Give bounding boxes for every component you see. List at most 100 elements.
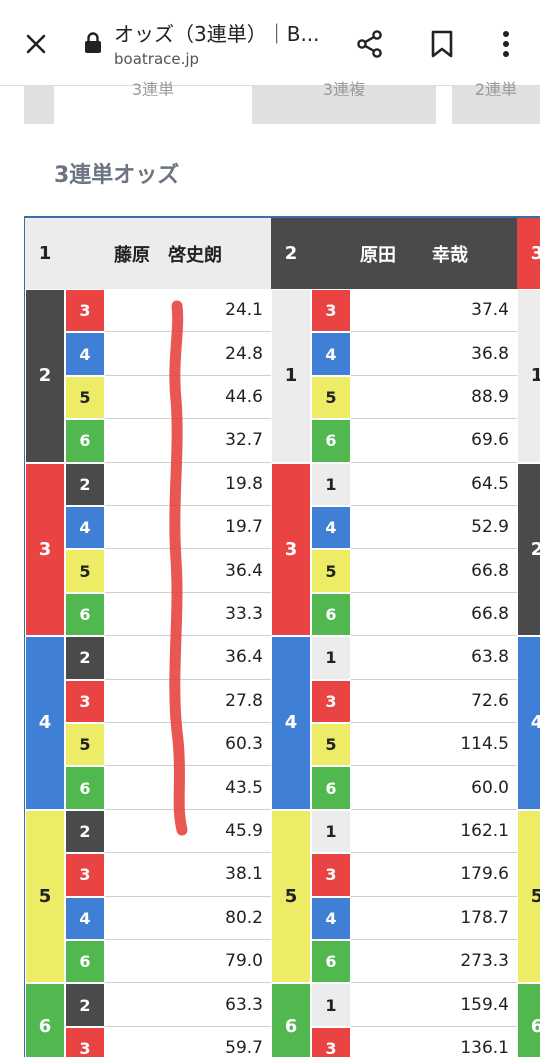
- third-place-cell: 3: [65, 853, 105, 897]
- odds-cell[interactable]: 19.8: [105, 462, 271, 506]
- third-place-cell: 6: [311, 766, 351, 810]
- third-place-cell: 6: [65, 592, 105, 637]
- odds-cell[interactable]: 43.5: [105, 766, 271, 810]
- third-place-cell: 6: [311, 592, 351, 637]
- odds-cell[interactable]: 63.3: [105, 983, 271, 1027]
- odds-cell[interactable]: 114.5: [351, 723, 517, 767]
- page-url[interactable]: boatrace.jp: [114, 50, 200, 68]
- third-place-cell: 3: [311, 1026, 351, 1057]
- third-place-cell: 6: [65, 940, 105, 984]
- odds-cell[interactable]: 37.4: [351, 289, 517, 333]
- racer-name: 藤原 啓史朗: [114, 244, 222, 266]
- third-place-cell: 1: [311, 809, 351, 854]
- odds-cell[interactable]: 36.4: [105, 549, 271, 593]
- odds-cell[interactable]: 273.3: [351, 940, 517, 984]
- odds-table: 1 藤原 啓史朗 2 3 24.1 4 24.8 5 44.6 6 32.7 3 2 19.8 4 19.7 5…: [24, 216, 540, 1057]
- racer-header: 3: [517, 218, 540, 289]
- odds-cell[interactable]: 36.8: [351, 332, 517, 376]
- second-place-cell: 4: [517, 636, 540, 810]
- odds-cell[interactable]: 60.0: [351, 766, 517, 810]
- odds-cell[interactable]: 63.8: [351, 636, 517, 680]
- second-place-cell: 5: [271, 809, 311, 984]
- section-title: 3連単オッズ: [54, 163, 180, 188]
- odds-cell[interactable]: 72.6: [351, 679, 517, 723]
- third-place-cell: 4: [65, 332, 105, 376]
- third-place-cell: 2: [65, 462, 105, 506]
- odds-cell[interactable]: 159.4: [351, 983, 517, 1027]
- odds-cell[interactable]: 33.3: [105, 592, 271, 637]
- odds-cell[interactable]: 38.1: [105, 853, 271, 897]
- third-place-cell: 3: [65, 679, 105, 723]
- third-place-cell: 6: [311, 940, 351, 984]
- second-place-cell: 2: [25, 289, 65, 463]
- third-place-cell: 4: [311, 506, 351, 550]
- third-place-cell: 3: [65, 1026, 105, 1057]
- second-place-cell: 2: [517, 462, 540, 637]
- third-place-cell: 2: [65, 809, 105, 854]
- odds-cell[interactable]: 27.8: [105, 679, 271, 723]
- odds-cell[interactable]: 24.1: [105, 289, 271, 333]
- odds-cell[interactable]: 80.2: [105, 896, 271, 940]
- odds-cell[interactable]: 45.9: [105, 809, 271, 854]
- second-place-cell: 3: [271, 462, 311, 637]
- third-place-cell: 5: [65, 723, 105, 767]
- third-place-cell: 2: [65, 983, 105, 1027]
- third-place-cell: 4: [65, 506, 105, 550]
- third-place-cell: 2: [65, 636, 105, 680]
- odds-cell[interactable]: 44.6: [105, 375, 271, 420]
- second-place-cell: 1: [517, 289, 540, 463]
- odds-cell[interactable]: 64.5: [351, 462, 517, 506]
- second-place-cell: 6: [25, 983, 65, 1057]
- third-place-cell: 5: [65, 549, 105, 593]
- second-place-cell: 6: [271, 983, 311, 1057]
- third-place-cell: 4: [65, 896, 105, 940]
- odds-cell[interactable]: 24.8: [105, 332, 271, 376]
- third-place-cell: 5: [311, 723, 351, 767]
- share-icon[interactable]: [348, 22, 392, 66]
- odds-cell[interactable]: 66.8: [351, 592, 517, 637]
- tab-3rentan[interactable]: 3連単: [54, 80, 252, 124]
- racer-header: 2 原田 幸哉: [271, 218, 517, 289]
- odds-cell[interactable]: 136.1: [351, 1026, 517, 1057]
- second-place-cell: 4: [25, 636, 65, 810]
- browser-toolbar: オッズ（3連単）｜B... boatrace.jp: [0, 0, 540, 86]
- odds-cell[interactable]: 60.3: [105, 723, 271, 767]
- odds-cell[interactable]: 178.7: [351, 896, 517, 940]
- third-place-cell: 5: [65, 375, 105, 420]
- close-icon[interactable]: [14, 22, 58, 66]
- third-place-cell: 6: [65, 766, 105, 810]
- bookmark-icon[interactable]: [420, 22, 464, 66]
- first-place-number: 3: [517, 243, 540, 264]
- odds-cell[interactable]: 162.1: [351, 809, 517, 854]
- lock-icon: [82, 32, 104, 54]
- tab-3renfuku[interactable]: 3連複: [252, 80, 436, 124]
- third-place-cell: 3: [311, 853, 351, 897]
- second-place-cell: 3: [25, 462, 65, 637]
- odds-cell[interactable]: 19.7: [105, 506, 271, 550]
- third-place-cell: 3: [65, 289, 105, 333]
- odds-cell[interactable]: 36.4: [105, 636, 271, 680]
- third-place-cell: 6: [311, 419, 351, 463]
- tab-2rentan[interactable]: 2連単: [452, 80, 540, 124]
- third-place-cell: 1: [311, 983, 351, 1027]
- third-place-cell: 3: [311, 289, 351, 333]
- more-menu-icon[interactable]: [486, 22, 526, 66]
- second-place-cell: 5: [517, 809, 540, 984]
- odds-cell[interactable]: 88.9: [351, 375, 517, 420]
- odds-cell[interactable]: 52.9: [351, 506, 517, 550]
- odds-cell[interactable]: 69.6: [351, 419, 517, 463]
- second-place-cell: 6: [517, 983, 540, 1057]
- odds-cell[interactable]: 66.8: [351, 549, 517, 593]
- odds-cell[interactable]: 59.7: [105, 1026, 271, 1057]
- odds-cell[interactable]: 179.6: [351, 853, 517, 897]
- third-place-cell: 5: [311, 375, 351, 420]
- odds-cell[interactable]: 32.7: [105, 419, 271, 463]
- first-place-number: 2: [284, 243, 298, 264]
- first-place-number: 1: [38, 243, 52, 264]
- third-place-cell: 5: [311, 549, 351, 593]
- odds-cell[interactable]: 79.0: [105, 940, 271, 984]
- racer-name: 原田 幸哉: [360, 244, 468, 266]
- tab-label: 3連単: [131, 80, 175, 96]
- second-place-cell: 1: [271, 289, 311, 463]
- third-place-cell: 3: [311, 679, 351, 723]
